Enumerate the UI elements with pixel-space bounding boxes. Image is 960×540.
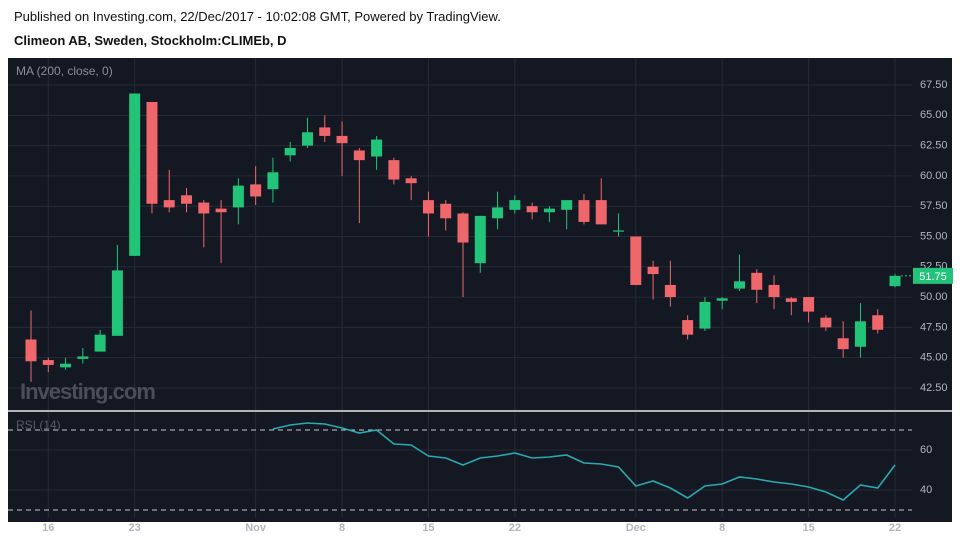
candle-body <box>785 298 797 302</box>
candle-body <box>595 200 607 225</box>
y-tick-label: 40 <box>920 484 932 496</box>
candle-body <box>111 270 123 336</box>
watermark: Investing.com <box>20 379 155 404</box>
candle-body <box>578 200 590 222</box>
candle-body <box>77 356 89 359</box>
candle-body <box>457 213 469 243</box>
candle-body <box>613 230 625 232</box>
x-tick-label: Nov <box>245 522 267 534</box>
candle-body <box>716 298 728 301</box>
candle-body <box>371 139 383 157</box>
candle-body <box>405 178 417 184</box>
y-tick-label: 60 <box>920 444 932 456</box>
candle-body <box>42 360 54 365</box>
candle-body <box>509 200 521 210</box>
candle-body <box>854 321 866 347</box>
candle-body <box>146 101 158 204</box>
x-tick-label: 15 <box>802 522 814 534</box>
indicator-label: MA (200, close, 0) <box>16 64 113 78</box>
x-tick-label: 8 <box>719 522 725 534</box>
candle-body <box>526 206 538 213</box>
candle-body <box>284 148 296 156</box>
candle-body <box>699 301 711 329</box>
candle-body <box>129 93 141 256</box>
candle-body <box>474 215 486 264</box>
y-tick-label: 65.00 <box>920 109 948 121</box>
indicator-label: RSI (14) <box>16 418 61 432</box>
candle-body <box>250 184 262 197</box>
candle-body <box>837 338 849 350</box>
candle-body <box>388 160 400 180</box>
candle-body <box>198 202 210 214</box>
y-tick-label: 60.00 <box>920 170 948 182</box>
candle-body <box>163 200 175 208</box>
candle-body <box>440 203 452 219</box>
x-tick-label: 16 <box>42 522 54 534</box>
symbol-line: Climeon AB, Sweden, Stockholm:CLIMEb, D <box>14 33 287 48</box>
y-tick-label: 55.00 <box>920 230 948 242</box>
candle-body <box>492 207 504 219</box>
candle-body <box>561 200 573 210</box>
candle-body <box>181 195 193 204</box>
candle-body <box>647 266 659 275</box>
x-tick-label: 22 <box>509 522 521 534</box>
candle-body <box>872 315 884 330</box>
last-price-box <box>913 267 953 284</box>
x-tick-label: 8 <box>339 522 345 534</box>
candle-body <box>232 185 244 208</box>
y-tick-label: 47.50 <box>920 321 948 333</box>
candle-body <box>25 339 37 362</box>
candle-body <box>422 200 434 214</box>
last-price-label: 51.75 <box>919 271 947 283</box>
y-tick-label: 62.50 <box>920 140 948 152</box>
candle-body <box>751 272 763 290</box>
candle-body <box>215 208 227 213</box>
candle-body <box>94 334 106 352</box>
y-tick-label: 57.50 <box>920 200 948 212</box>
candle-body <box>353 150 365 161</box>
candle-body <box>543 208 555 213</box>
y-tick-label: 50.00 <box>920 291 948 303</box>
x-tick-label: Dec <box>626 522 646 534</box>
candle-body <box>733 281 745 289</box>
candle-body <box>630 236 642 285</box>
candle-body <box>889 275 901 287</box>
rsi-line <box>272 422 896 501</box>
y-tick-label: 45.00 <box>920 352 948 364</box>
panel-bg <box>8 58 952 522</box>
y-tick-label: 67.50 <box>920 79 948 91</box>
published-line: Published on Investing.com, 22/Dec/2017 … <box>14 9 501 24</box>
candle-body <box>60 363 72 368</box>
x-tick-label: 22 <box>889 522 901 534</box>
candle-body <box>803 297 815 312</box>
candle-body <box>768 284 780 298</box>
candle-body <box>664 284 676 298</box>
candle-body <box>267 172 279 190</box>
x-tick-label: 15 <box>422 522 434 534</box>
candle-body <box>682 320 694 335</box>
candle-body <box>336 135 348 144</box>
y-tick-label: 42.50 <box>920 382 948 394</box>
candle-body <box>319 127 331 136</box>
candle-body <box>301 132 313 146</box>
candle-body <box>820 317 832 328</box>
x-tick-label: 23 <box>129 522 141 534</box>
